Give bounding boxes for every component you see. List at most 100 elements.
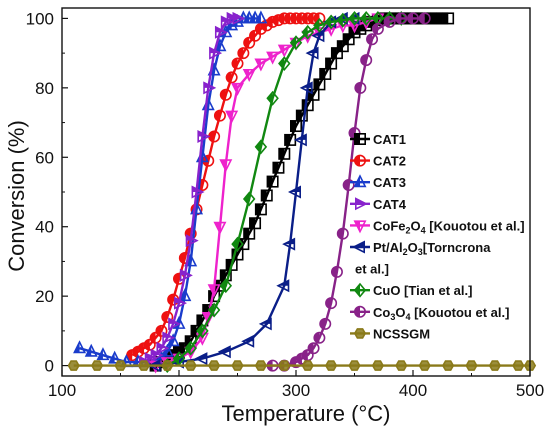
data-point — [278, 360, 291, 371]
data-point-fill — [132, 355, 139, 367]
data-point — [161, 360, 174, 371]
data-point-fill — [109, 352, 115, 363]
data-point-fill — [349, 127, 355, 139]
data-point-fill — [244, 228, 250, 239]
data-point — [324, 360, 338, 371]
legend-label: CAT1 — [373, 132, 406, 147]
data-point-fill — [302, 349, 308, 361]
data-point-fill — [296, 353, 302, 364]
x-tick-label: 400 — [399, 381, 427, 400]
legend-item-1: CAT1 — [350, 132, 406, 147]
data-point — [156, 341, 170, 355]
data-point-fill — [372, 12, 378, 25]
data-point-fill — [150, 332, 156, 344]
data-point-fill — [267, 92, 273, 105]
data-point-fill — [208, 285, 215, 296]
data-point-fill — [219, 346, 230, 352]
data-point-fill — [314, 19, 320, 32]
data-point — [488, 360, 502, 371]
legend-label: CAT3 — [373, 175, 406, 190]
data-point-fill — [233, 13, 244, 19]
data-point — [90, 360, 104, 371]
data-point-fill — [425, 13, 431, 24]
data-point-fill — [437, 13, 443, 24]
data-point-fill — [238, 47, 244, 59]
data-point-fill — [156, 325, 162, 337]
data-point-fill — [185, 342, 191, 355]
data-point-fill — [208, 303, 215, 317]
data-point-fill — [337, 40, 343, 52]
data-point-fill — [232, 58, 238, 69]
legend-item-8: Co3O4 [Kouotou et al.] — [350, 305, 509, 322]
data-point-fill — [290, 13, 296, 24]
legend-marker — [353, 328, 367, 339]
legend-label: Co3O4 [Kouotou et al.] — [373, 305, 509, 322]
data-point-fill — [366, 34, 373, 45]
data-point-fill — [179, 289, 185, 301]
data-point-fill — [204, 82, 215, 88]
series-7 — [161, 10, 408, 374]
data-point-fill — [186, 235, 197, 241]
data-point-fill — [249, 12, 256, 23]
legend-marker-fill — [354, 176, 360, 187]
data-point-fill — [343, 179, 349, 191]
data-point-fill — [215, 27, 227, 33]
data-point-fill — [361, 20, 367, 31]
data-point-fill — [226, 19, 232, 30]
plot-area — [67, 10, 537, 374]
data-point-fill — [308, 343, 314, 354]
data-point-fill — [163, 332, 174, 338]
data-point-fill — [179, 252, 185, 264]
x-axis-title: Temperature (°C) — [222, 401, 391, 426]
data-point-fill — [255, 59, 261, 70]
data-point-fill — [214, 110, 220, 121]
data-point-fill — [208, 131, 215, 142]
data-point-fill — [157, 343, 168, 349]
legend: CAT1 CAT2 CAT3 CAT4 CoFe2O4 [Kouotou et al.]… — [350, 132, 525, 341]
data-point-fill — [295, 134, 307, 140]
data-point-fill — [167, 294, 174, 305]
data-point-fill — [174, 297, 186, 304]
data-point-fill — [320, 68, 326, 80]
data-point-fill — [325, 297, 332, 309]
data-point-fill — [343, 34, 349, 45]
data-point-fill — [308, 13, 314, 24]
data-point-fill — [302, 26, 308, 39]
y-tick-label: 0 — [45, 357, 54, 376]
data-point-fill — [283, 238, 295, 245]
legend-label-continuation: et al.] — [355, 262, 389, 277]
data-point-fill — [209, 47, 221, 54]
legend-label: CoFe2O4 [Kouotou et al.] — [373, 218, 525, 235]
data-point-fill — [290, 36, 296, 49]
data-point-fill — [255, 140, 261, 154]
data-point-fill — [197, 315, 203, 326]
data-point-fill — [173, 273, 179, 284]
data-point-fill — [372, 23, 378, 35]
data-point-fill — [308, 89, 314, 100]
data-point-fill — [220, 160, 226, 171]
data-point-fill — [396, 13, 402, 24]
data-point — [441, 360, 455, 371]
data-point — [162, 331, 176, 345]
data-point-fill — [203, 304, 209, 316]
data-point-fill — [192, 186, 203, 192]
series-4 — [138, 11, 246, 369]
data-point-fill — [226, 111, 232, 122]
data-point — [137, 360, 151, 371]
data-point — [67, 360, 80, 371]
data-point-fill — [337, 13, 343, 27]
data-point-fill — [273, 14, 279, 26]
data-point-fill — [220, 279, 226, 292]
data-point-fill — [289, 186, 301, 192]
legend-marker-fill — [354, 133, 360, 145]
data-point-fill — [232, 83, 238, 95]
data-point-fill — [220, 270, 226, 281]
data-point-fill — [331, 47, 337, 59]
data-point-fill — [149, 360, 160, 366]
data-point-fill — [279, 13, 285, 24]
data-point-fill — [361, 12, 367, 25]
legend-item-9: NCSSGM — [350, 326, 430, 341]
data-point-fill — [255, 204, 261, 215]
data-point-fill — [185, 336, 191, 347]
